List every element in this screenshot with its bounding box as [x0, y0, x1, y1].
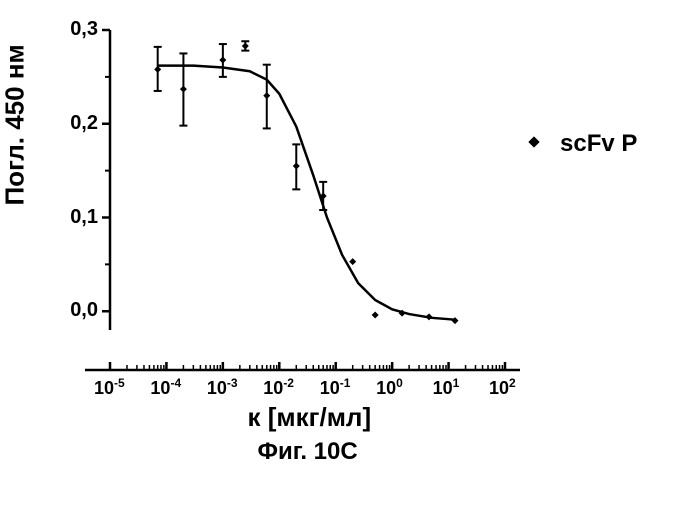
y-tick-label: 0,1 — [70, 206, 98, 229]
chart-container: Погл. 450 нм к [мкг/мл] Фиг. 10С scFv P … — [0, 0, 685, 500]
x-tick-label: 101 — [433, 376, 460, 399]
x-tick-label: 10-1 — [320, 376, 351, 399]
x-tick-label: 10-2 — [263, 376, 294, 399]
x-tick-label: 10-3 — [207, 376, 238, 399]
x-tick-label: 102 — [489, 376, 516, 399]
x-tick-label: 10-5 — [94, 376, 125, 399]
x-tick-label: 10-4 — [150, 376, 181, 399]
y-axis-label: Погл. 450 нм — [0, 44, 31, 205]
x-axis-label: к [мкг/мл] — [248, 402, 372, 433]
figure-caption: Фиг. 10С — [258, 438, 358, 466]
y-tick-label: 0,0 — [70, 299, 98, 322]
y-tick-label: 0,2 — [70, 112, 98, 135]
legend-label: scFv P — [560, 130, 637, 158]
y-tick-label: 0,3 — [70, 18, 98, 41]
x-tick-label: 100 — [376, 376, 403, 399]
